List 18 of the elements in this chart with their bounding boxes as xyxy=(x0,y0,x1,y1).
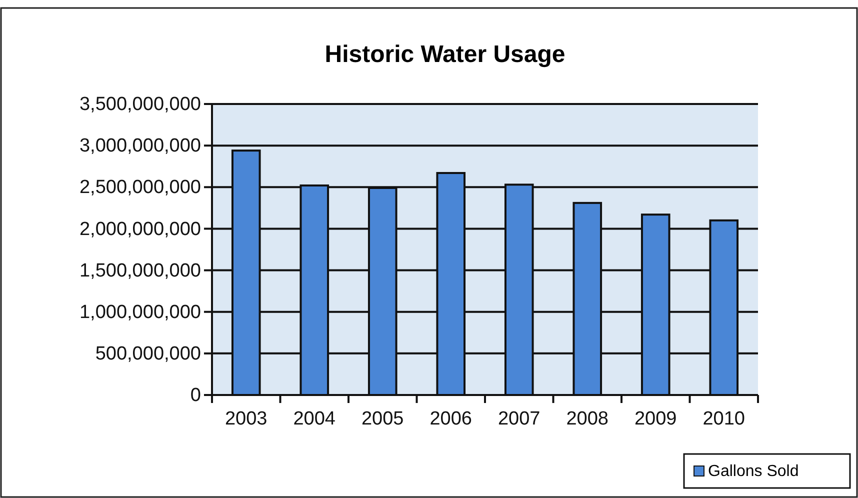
y-tick-label: 1,000,000,000 xyxy=(79,302,201,323)
x-tick-label: 2003 xyxy=(224,408,268,430)
y-tick-label: 2,000,000,000 xyxy=(79,218,201,240)
y-tick-label: 2,500,000,000 xyxy=(79,177,201,198)
x-tick-label: 2006 xyxy=(430,408,472,430)
y-tick-label: 0 xyxy=(190,385,201,406)
legend-label: Gallons Sold xyxy=(708,463,799,480)
x-tick-label: 2008 xyxy=(566,408,609,430)
x-tick-label: 2009 xyxy=(634,408,677,430)
chart-title: Historic Water Usage xyxy=(324,41,566,68)
x-tick-label: 2007 xyxy=(498,408,540,430)
x-tick-label: 2004 xyxy=(293,408,336,430)
x-tick-label: 2010 xyxy=(702,408,746,430)
y-tick-label: 1,500,000,000 xyxy=(79,260,201,282)
y-tick-label: 3,000,000,000 xyxy=(79,136,201,157)
y-tick-label: 500,000,000 xyxy=(95,344,201,365)
y-tick-label: 3,500,000,000 xyxy=(79,94,201,116)
x-tick-label: 2005 xyxy=(361,408,404,430)
